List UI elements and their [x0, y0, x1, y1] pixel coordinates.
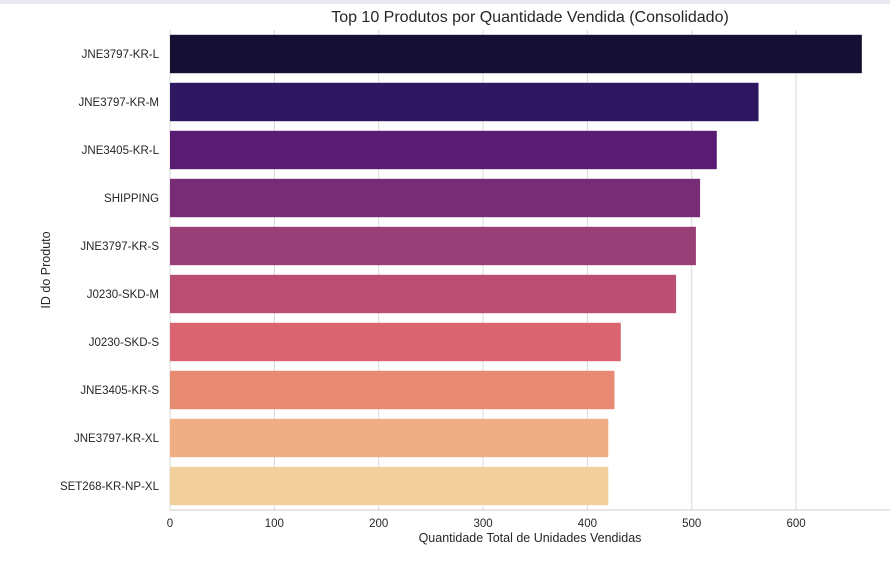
bar-0: [170, 34, 862, 74]
bar-4: [170, 226, 696, 266]
y-tick-label-0: JNE3797-KR-L: [82, 49, 160, 61]
chart-title: Top 10 Produtos por Quantidade Vendida (…: [331, 9, 729, 26]
y-axis-label: ID do Produto: [39, 231, 53, 308]
x-tick-labels: 0 100 200 300 400 500 600: [167, 518, 806, 530]
x-axis-label: Quantidade Total de Unidades Vendidas: [419, 531, 642, 545]
y-tick-label-6: J0230-SKD-S: [89, 337, 160, 349]
x-tick-label-3: 300: [473, 518, 492, 530]
x-tick-label-4: 400: [578, 518, 597, 530]
top-border: [0, 0, 890, 4]
x-tick-label-0: 0: [167, 518, 173, 530]
y-tick-label-1: JNE3797-KR-M: [78, 97, 159, 109]
x-tick-label-6: 600: [786, 518, 805, 530]
bars: [170, 34, 862, 506]
bar-2: [170, 130, 717, 170]
bar-1: [170, 82, 759, 122]
y-tick-label-4: JNE3797-KR-S: [80, 241, 159, 253]
y-tick-labels: JNE3797-KR-L JNE3797-KR-M JNE3405-KR-L SHIP…: [60, 49, 160, 493]
y-tick-label-3: SHIPPING: [104, 193, 159, 205]
bar-5: [170, 274, 677, 314]
bar-8: [170, 418, 609, 458]
y-tick-label-7: JNE3405-KR-S: [80, 385, 159, 397]
bar-7: [170, 370, 615, 410]
bar-3: [170, 178, 701, 218]
y-tick-label-8: JNE3797-KR-XL: [74, 433, 160, 445]
y-tick-label-5: J0230-SKD-M: [87, 289, 159, 301]
bar-6: [170, 322, 621, 362]
bar-9: [170, 466, 609, 506]
y-tick-label-2: JNE3405-KR-L: [82, 145, 160, 157]
x-tick-label-1: 100: [265, 518, 284, 530]
x-tick-label-2: 200: [369, 518, 388, 530]
y-tick-label-9: SET268-KR-NP-XL: [60, 481, 160, 493]
x-tick-label-5: 500: [682, 518, 701, 530]
